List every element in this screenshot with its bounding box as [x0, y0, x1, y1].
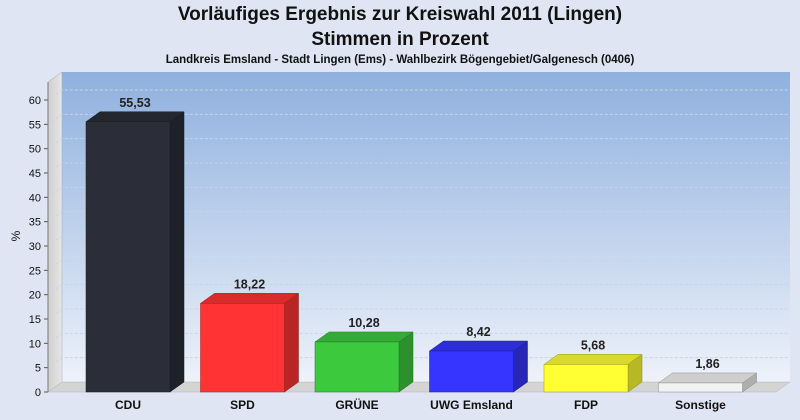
y-tick-label: 0 [35, 387, 41, 399]
y-tick-label: 50 [29, 144, 41, 156]
y-tick-label: 60 [29, 95, 41, 107]
y-tick-label: 10 [29, 338, 41, 350]
gridline [47, 89, 790, 101]
gridline [47, 284, 790, 296]
gridline [47, 162, 790, 174]
x-tick-label: UWG Emsland [430, 398, 513, 412]
x-tick-label: CDU [115, 398, 141, 412]
y-tick-label: 35 [29, 217, 41, 229]
gridline [47, 138, 790, 150]
gridline [47, 332, 790, 344]
bar-side [169, 111, 185, 393]
gridline [47, 186, 790, 198]
y-tick-label: 30 [29, 241, 41, 253]
x-tick-label: Sonstige [675, 398, 726, 412]
bar-side [398, 331, 414, 393]
y-tick-label: 40 [29, 192, 41, 204]
bar [543, 364, 629, 393]
gridline [47, 259, 790, 271]
chart-caption: Landkreis Emsland - Stadt Lingen (Ems) -… [165, 54, 635, 66]
x-tick-label: FDP [574, 398, 598, 412]
bar-top [85, 111, 185, 123]
data-label: 5,68 [581, 338, 605, 352]
bar [314, 341, 400, 393]
bar [658, 382, 743, 393]
y-tick-label: 55 [29, 119, 41, 131]
gridline [47, 357, 790, 369]
data-label: 18,22 [234, 277, 265, 291]
y-tick-label: 15 [29, 314, 41, 326]
bar-top [657, 372, 758, 384]
x-tick-label: SPD [230, 398, 255, 412]
data-label: 8,42 [466, 325, 490, 339]
y-tick-label: 45 [29, 168, 41, 180]
bar-side [284, 292, 299, 393]
bar-top [199, 293, 300, 304]
chart-title: Vorläufiges Ergebnis zur Kreiswahl 2011 … [177, 4, 623, 25]
bar-top [543, 354, 643, 365]
data-label: 1,86 [695, 357, 719, 371]
y-tick-label: 25 [29, 265, 41, 277]
gridline [47, 211, 790, 223]
gridline [47, 308, 790, 320]
bar-top [428, 340, 529, 352]
plot-left-wall [47, 71, 63, 393]
bar-top [314, 331, 414, 343]
bar [429, 350, 514, 393]
data-label: 55,53 [119, 96, 150, 110]
gridline [47, 235, 790, 247]
y-axis-label: % [9, 230, 23, 241]
x-tick-label: GRÜNE [335, 397, 378, 412]
gridline [47, 113, 790, 125]
y-tick-label: 5 [35, 363, 41, 375]
chart-subtitle: Stimmen in Prozent [311, 29, 489, 50]
y-tick-label: 20 [29, 290, 41, 302]
data-label: 10,28 [348, 316, 379, 330]
bar [200, 303, 285, 393]
bar [85, 121, 171, 393]
